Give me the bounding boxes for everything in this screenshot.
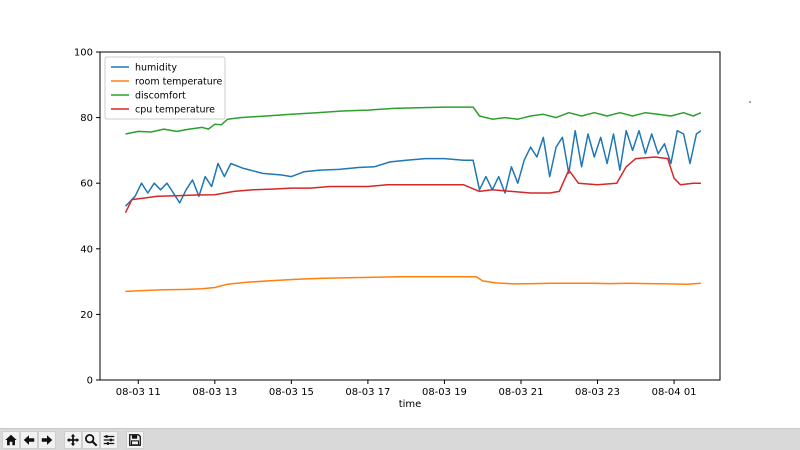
save-button[interactable] xyxy=(126,430,144,449)
legend-label: cpu temperature xyxy=(135,105,215,116)
axes-frame xyxy=(99,51,721,381)
toolbar-separator xyxy=(56,431,64,449)
zoom-button[interactable] xyxy=(82,430,100,449)
series-line-discomfort xyxy=(125,106,702,135)
stray-dot xyxy=(749,101,751,103)
x-tick-label: 08-03 17 xyxy=(345,387,390,398)
series-line-room-temperature xyxy=(125,275,701,293)
magnifier-icon xyxy=(85,433,98,446)
arrow-left-icon xyxy=(23,434,35,445)
y-tick-label: 100 xyxy=(74,48,93,59)
legend-label: discomfort xyxy=(135,91,186,102)
series-layer xyxy=(124,106,702,293)
toolbar-separator xyxy=(118,431,126,449)
x-tick-label: 08-03 23 xyxy=(575,387,620,398)
x-tick-label: 08-03 19 xyxy=(422,387,467,398)
forward-button[interactable] xyxy=(38,430,56,449)
y-tick-label: 80 xyxy=(80,113,93,124)
home-button[interactable] xyxy=(2,430,20,449)
sliders-icon xyxy=(103,434,115,445)
y-tick-label: 0 xyxy=(87,376,93,387)
home-icon xyxy=(5,434,17,445)
x-axis-label: time xyxy=(399,399,422,410)
arrow-right-icon xyxy=(41,434,53,445)
x-tick-label: 08-04 01 xyxy=(652,387,697,398)
move-icon xyxy=(66,433,80,446)
back-button[interactable] xyxy=(20,430,38,449)
x-tick-label: 08-03 11 xyxy=(116,387,161,398)
x-axis: 08-03 11 08-03 13 08-03 15 08-03 17 08-03 19… xyxy=(116,380,697,398)
y-tick-label: 40 xyxy=(80,244,93,255)
configure-subplots-button[interactable] xyxy=(100,430,118,449)
pan-button[interactable] xyxy=(64,430,82,449)
legend-label: humidity xyxy=(135,63,177,74)
series-line-humidity xyxy=(124,129,702,207)
navigation-toolbar xyxy=(0,428,800,450)
legend: humidity room temperature discomfort cpu te… xyxy=(104,56,226,120)
legend-label: room temperature xyxy=(135,77,222,88)
x-tick-label: 08-03 21 xyxy=(499,387,544,398)
y-tick-label: 60 xyxy=(80,179,93,190)
figure-canvas: 0 20 40 60 80 100 08-03 11 08-03 13 08-03 15 08-… xyxy=(73,47,751,410)
y-tick-label: 20 xyxy=(80,310,93,321)
x-tick-label: 08-03 15 xyxy=(269,387,314,398)
y-axis: 0 20 40 60 80 100 xyxy=(74,48,100,387)
x-tick-label: 08-03 13 xyxy=(192,387,237,398)
floppy-disk-icon xyxy=(129,433,141,446)
legend-frame xyxy=(104,56,226,120)
series-line-cpu-temperature xyxy=(124,156,701,214)
